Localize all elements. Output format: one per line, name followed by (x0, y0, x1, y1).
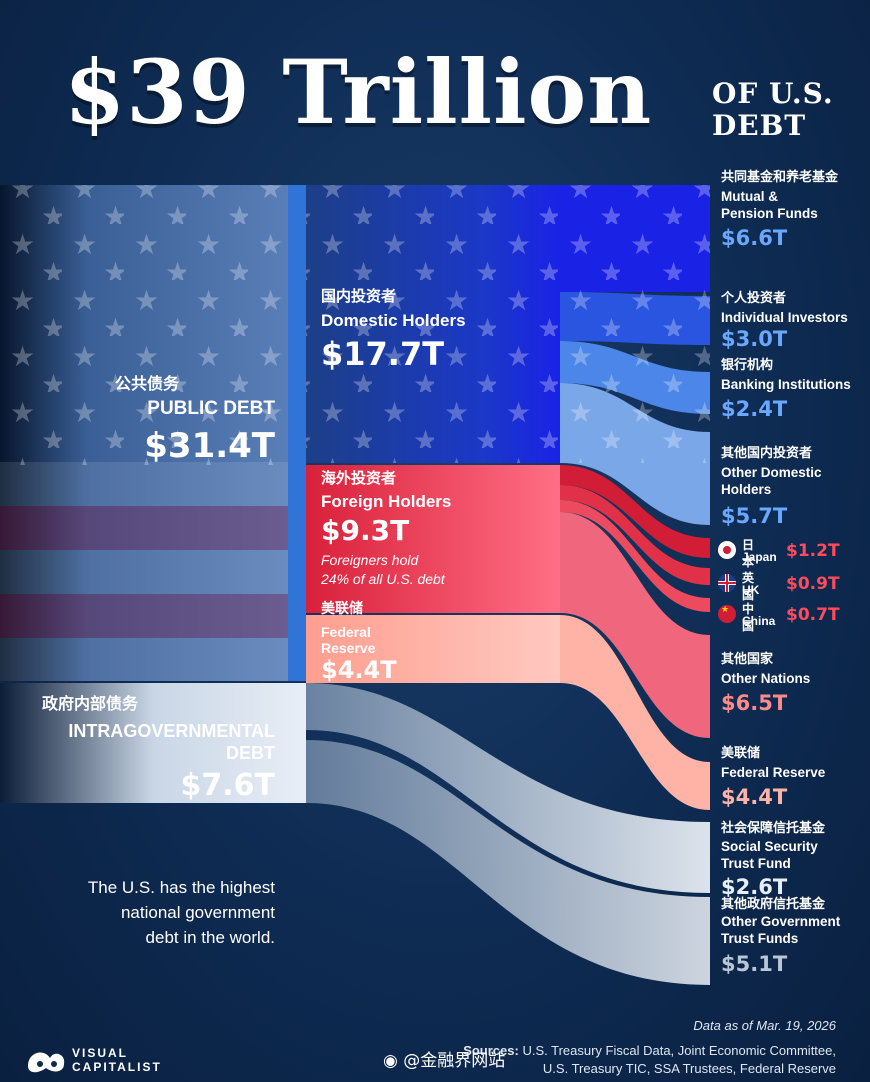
data-date: Data as of Mar. 19, 2026 (693, 1018, 836, 1033)
banking-label: 银行机构 Banking Institutions $2.4T (721, 358, 851, 421)
japan-flag-icon (718, 540, 736, 559)
logo-text: VISUAL CAPITALIST (72, 1046, 162, 1074)
intragovernmental-cn: 政府内部债务 (42, 694, 139, 713)
uk-row: 英国 UK $0.9T (718, 571, 840, 602)
china-flag-icon: ★ (718, 604, 736, 623)
public-debt-label: 公共债务 (115, 374, 180, 393)
other-gov-label: 其他政府信托基金 Other Government Trust Funds $5… (721, 897, 841, 976)
china-row: ★ 中国 China $0.7T (718, 602, 840, 633)
federal-reserve-block (306, 615, 560, 683)
mutual-pension-label: 共同基金和养老基金 Mutual & Pension Funds $6.6T (721, 170, 839, 250)
foreign-holders-label: 海外投资者 Foreign Holders $9.3T Foreigners h… (321, 469, 452, 587)
weibo-icon: ◉ (383, 1051, 398, 1071)
intragovernmental-label: INTRAGOVERNMENTAL DEBT $7.6T (68, 721, 275, 803)
foreign-holders-block (306, 465, 560, 613)
sources: Sources: U.S. Treasury Fiscal Data, Join… (463, 1043, 836, 1076)
flow-social-security (306, 683, 710, 893)
visual-capitalist-logo: VISUAL CAPITALIST (24, 1044, 160, 1080)
foreign-note: Foreigners hold 24% of all U.S. debt (321, 552, 445, 587)
flow-uk (560, 485, 710, 585)
other-domestic-label: 其他国内投资者 Other Domestic Holders $5.7T (721, 446, 822, 528)
public-debt-en: PUBLIC DEBT $31.4T (144, 398, 275, 466)
visual-capitalist-logo-icon (28, 1052, 65, 1073)
tagline: The U.S. has the highest national govern… (87, 878, 275, 947)
domestic-holders-label: 国内投资者 Domestic Holders $17.7T (321, 287, 466, 373)
other-nations-label: 其他国家 Other Nations $6.5T (721, 652, 811, 715)
social-security-label: 社会保障信托基金 Social Security Trust Fund $2.6… (721, 821, 826, 899)
japan-row: 日本 Japan $1.2T (718, 538, 840, 569)
flow-other-nations (560, 512, 710, 738)
individual-investors-label: 个人投资者 Individual Investors $3.0T (721, 291, 848, 351)
fed-right-label: 美联储 Federal Reserve $4.4T (721, 746, 826, 809)
flow-japan (560, 465, 710, 558)
uk-flag-icon (718, 573, 736, 592)
flow-other-government (306, 740, 710, 985)
flow-china (560, 500, 710, 612)
watermark: ◉ @金融界网站 (383, 1051, 506, 1071)
intragovernmental-column (0, 683, 306, 803)
flow-federal-reserve (560, 615, 710, 810)
public-debt-bar (288, 185, 306, 681)
title-subtitle: OF U.S. DEBT (712, 77, 834, 142)
main-title: $39 Trillion (64, 40, 653, 144)
federal-reserve-label: 美联储 Federal Reserve $4.4T (321, 601, 397, 684)
